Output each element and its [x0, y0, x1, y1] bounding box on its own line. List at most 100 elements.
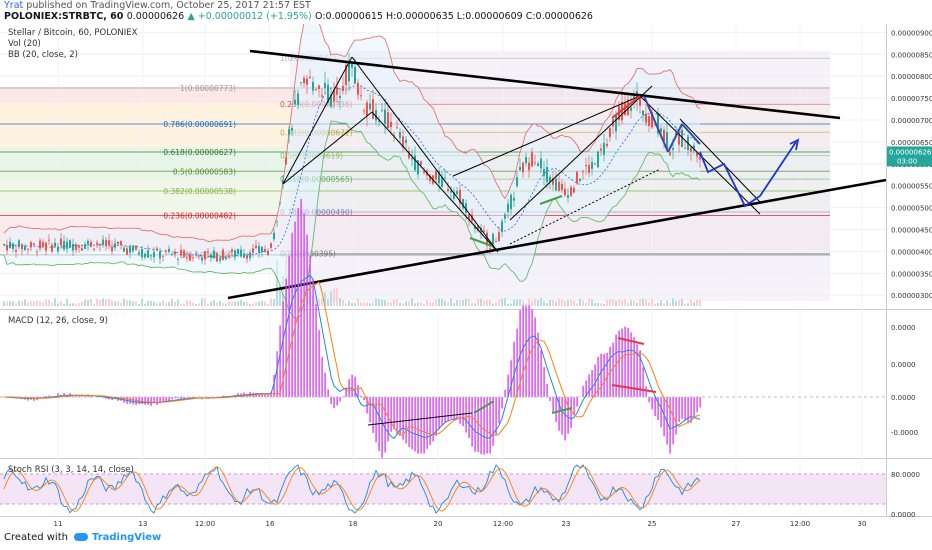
- candle-body: [555, 178, 557, 191]
- macd-histogram-bar: [567, 397, 569, 434]
- stoch-legend[interactable]: Stoch RSI (3, 3, 14, 14, close): [8, 465, 134, 475]
- macd-histogram-bar: [636, 344, 638, 397]
- candle-body: [579, 178, 581, 181]
- macd-histogram-bar: [531, 309, 533, 397]
- volume-bar: [102, 298, 104, 306]
- macd-histogram-bar: [594, 364, 596, 397]
- volume-bar: [174, 301, 176, 306]
- volume-bar: [78, 303, 80, 306]
- volume-bar: [351, 303, 353, 306]
- volume-legend[interactable]: Vol (20): [8, 39, 41, 49]
- candle-body: [186, 256, 188, 258]
- macd-histogram-bar: [315, 304, 317, 397]
- macd-histogram-bar: [477, 397, 479, 453]
- macd-legend[interactable]: MACD (12, 26, close, 9): [8, 316, 108, 326]
- volume-bar: [336, 288, 338, 306]
- macd-pane[interactable]: [0, 311, 886, 457]
- candle-body: [444, 177, 446, 179]
- candle-body: [231, 249, 233, 253]
- macd-histogram-bar: [510, 360, 512, 397]
- volume-bar: [177, 299, 179, 306]
- candle-body: [42, 241, 44, 247]
- macd-histogram-bar: [549, 397, 551, 401]
- volume-bar: [612, 299, 614, 306]
- volume-bar: [489, 300, 491, 306]
- volume-bar: [414, 303, 416, 306]
- candle-body: [207, 251, 209, 253]
- candle-body: [510, 194, 512, 210]
- macd-histogram-bar: [303, 213, 305, 397]
- time-axis[interactable]: 11 13 12:00 16 18 20 12:00 23 25 27 12:00 30: [54, 520, 867, 528]
- macd-histogram-bar: [507, 374, 509, 397]
- tradingview-brand[interactable]: TradingView: [91, 532, 162, 543]
- volume-bar: [390, 302, 392, 306]
- candle-body: [489, 248, 491, 250]
- volume-bar: [438, 298, 440, 306]
- price-tick-label: 0.00000750: [891, 95, 932, 103]
- candle-body: [36, 251, 38, 253]
- time-tick-label: 30: [858, 520, 867, 528]
- macd-histogram-bar: [168, 397, 170, 402]
- candle-body: [513, 198, 515, 201]
- volume-bar: [570, 298, 572, 306]
- macd-series: [0, 198, 886, 458]
- macd-histogram-bar: [588, 374, 590, 397]
- candle-body: [534, 162, 536, 164]
- volume-bar: [417, 302, 419, 306]
- candle-body: [30, 242, 32, 248]
- volume-bar: [603, 303, 605, 306]
- candle-body: [324, 82, 326, 89]
- channel-line: [371, 111, 499, 253]
- price-tick-label: 0.00000550: [891, 183, 932, 191]
- macd-histogram-bar: [495, 397, 497, 436]
- macd-histogram-bar: [522, 305, 524, 397]
- volume-bar: [27, 302, 29, 306]
- volume-bar: [231, 301, 233, 306]
- stoch-rsi-series: [0, 464, 886, 514]
- stoch-tick-label: 80.0000: [891, 471, 920, 479]
- volume-bar: [420, 302, 422, 306]
- candle-body: [318, 85, 320, 89]
- volume-bar: [651, 298, 653, 306]
- candle-body: [144, 253, 146, 258]
- volume-bar: [531, 300, 533, 306]
- volume-bar: [123, 298, 125, 306]
- volume-bar: [429, 302, 431, 306]
- trading-chart[interactable]: 1(0.00000773) 0.786(0.00000691) 0.618(0.00…: [0, 24, 932, 530]
- last-price-label: 0.00000626: [889, 148, 932, 156]
- candle-body: [411, 158, 413, 160]
- macd-histogram-bar: [585, 380, 587, 397]
- volume-bar: [681, 298, 683, 306]
- channel-line: [282, 56, 353, 185]
- volume-bar: [135, 301, 137, 306]
- symbol-name[interactable]: POLONIEX:STRBTC, 60: [4, 11, 124, 22]
- macd-histogram-bar: [45, 395, 47, 397]
- volume-bar: [465, 298, 467, 306]
- candle-body: [306, 78, 308, 85]
- last-value: 0.00000626: [126, 11, 185, 22]
- macd-histogram-bar: [288, 255, 290, 397]
- macd-histogram-bar: [333, 397, 335, 409]
- time-tick-label: 25: [648, 520, 657, 528]
- bb-legend[interactable]: BB (20, close, 2): [8, 50, 78, 60]
- author-link[interactable]: Yrat: [4, 0, 24, 11]
- series-title[interactable]: Stellar / Bitcoin, 60, POLONIEX: [8, 28, 138, 38]
- candle-body: [429, 175, 431, 182]
- candle-body: [114, 243, 116, 248]
- macd-histogram-bar: [48, 395, 50, 397]
- time-tick-label: 12:00: [790, 520, 810, 528]
- volume-bar: [159, 302, 161, 306]
- macd-histogram-bar: [486, 397, 488, 454]
- publish-line: Yrat published on TradingView.com, Octob…: [4, 0, 311, 12]
- volume-bar: [213, 299, 215, 306]
- drawings[interactable]: [227, 49, 887, 300]
- macd-histogram-bar: [270, 392, 272, 397]
- price-axis[interactable]: 0.00000900 0.00000850 0.00000800 0.00000750…: [887, 29, 932, 519]
- volume-bar: [615, 300, 617, 306]
- volume-bar: [168, 301, 170, 306]
- candle-body: [540, 158, 542, 169]
- volume-bar: [576, 303, 578, 306]
- volume-bar: [51, 302, 53, 306]
- volume-bar: [270, 298, 272, 306]
- price-tick-label: 0.00000300: [891, 292, 932, 300]
